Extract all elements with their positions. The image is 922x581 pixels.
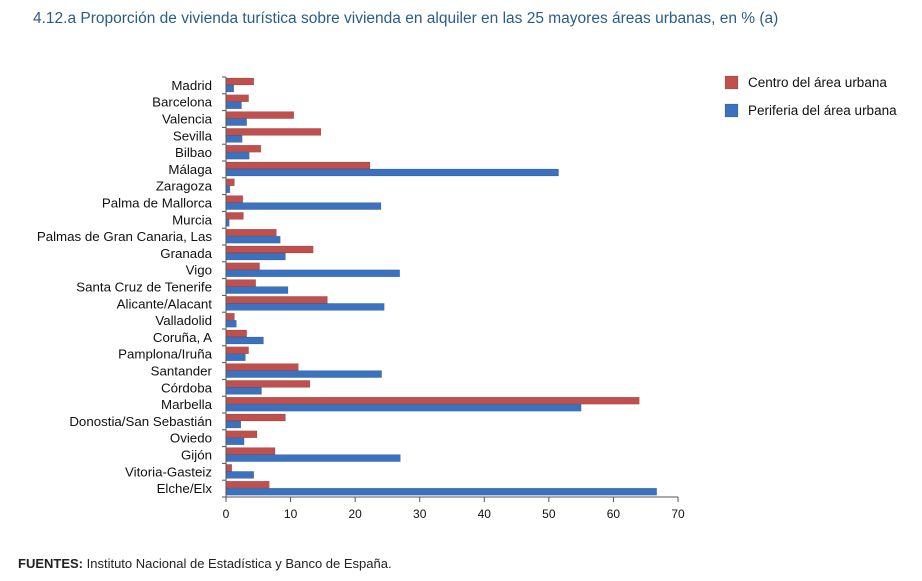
x-tick-label: 0 (223, 507, 230, 521)
source-label: FUENTES: (18, 556, 83, 571)
category-label: Alicante/Alacant (117, 296, 213, 311)
category-label: Donostia/San Sebastián (69, 414, 212, 429)
legend-swatch (724, 103, 739, 118)
bar-periferia (225, 185, 231, 194)
bar-centro (225, 312, 235, 321)
bar-centro (225, 245, 314, 254)
source-text: Instituto Nacional de Estadística y Banc… (86, 556, 392, 571)
bar-periferia (225, 420, 242, 429)
bar-centro (225, 195, 244, 203)
bar-periferia (225, 118, 247, 126)
bar-centro (225, 161, 371, 170)
bar-periferia (225, 202, 382, 210)
bar-centro (225, 430, 258, 439)
bar-centro (225, 380, 311, 388)
bar-periferia (225, 319, 237, 328)
bar-periferia (225, 286, 289, 294)
category-label: Barcelona (152, 95, 212, 110)
x-tick-labels: 0 10 20 30 40 50 60 70 (223, 507, 685, 521)
category-label: Santander (151, 364, 213, 379)
category-label: Elche/Elx (157, 481, 213, 496)
x-tick-label: 60 (607, 507, 621, 521)
bar-centro (225, 111, 295, 119)
bar-centro (225, 346, 249, 355)
bar-periferia (225, 235, 281, 244)
category-label: Vitoria-Gasteiz (125, 464, 212, 479)
category-label: Santa Cruz de Tenerife (76, 280, 212, 295)
category-label: Valencia (162, 112, 213, 127)
bar-periferia (225, 84, 234, 93)
category-label: Pamplona/Iruña (118, 347, 212, 362)
axes (222, 76, 679, 502)
bar-periferia (225, 487, 657, 496)
x-tick-label: 10 (284, 507, 298, 521)
bar-centro (225, 363, 299, 371)
category-label: Sevilla (173, 128, 213, 143)
bar-centro (225, 178, 235, 187)
category-label: Murcia (172, 212, 213, 227)
source-note: FUENTES: Instituto Nacional de Estadísti… (18, 556, 392, 571)
bars-group (225, 77, 657, 496)
bar-periferia (225, 471, 255, 479)
bar-centro (225, 464, 233, 472)
x-tick-label: 30 (413, 507, 427, 521)
legend-label: Centro del área urbana (748, 75, 887, 90)
category-label: Palma de Mallorca (102, 196, 213, 211)
x-tick-label: 70 (671, 507, 685, 521)
category-label: Gijón (181, 448, 212, 463)
category-label: Bilbao (175, 145, 212, 160)
bar-centro (225, 77, 255, 86)
bar-periferia (225, 303, 385, 311)
bar-centro (225, 262, 260, 271)
category-label: Madrid (171, 78, 212, 93)
category-label: Palmas de Gran Canaria, Las (37, 229, 213, 244)
bar-centro (225, 296, 328, 304)
bar-periferia (225, 387, 262, 395)
bar-periferia (225, 370, 382, 378)
legend-label: Periferia del área urbana (748, 103, 897, 118)
x-tick-label: 50 (542, 507, 556, 521)
category-label: Málaga (168, 162, 212, 177)
legend: Centro del área urbana Periferia del área… (724, 75, 897, 118)
bar-centro (225, 480, 270, 489)
bar-centro (225, 279, 256, 287)
bar-centro (225, 413, 286, 422)
bar-centro (225, 128, 322, 136)
bar-centro (225, 94, 249, 103)
bar-periferia (225, 454, 401, 462)
bar-centro (225, 228, 277, 237)
bar-centro (225, 329, 247, 338)
bar-periferia (225, 403, 582, 412)
bar-periferia (225, 269, 400, 278)
category-label: Coruña, A (153, 330, 212, 345)
category-label: Vigo (186, 263, 212, 278)
category-label: Oviedo (170, 431, 212, 446)
category-label: Marbella (161, 397, 213, 412)
category-label: Valladolid (155, 313, 212, 328)
x-tick-label: 40 (478, 507, 492, 521)
legend-swatch (724, 75, 739, 90)
bar-periferia (225, 437, 245, 446)
chart-title: 4.12.a Proporción de vivienda turística … (33, 10, 779, 27)
bar-centro (225, 447, 276, 455)
bar-periferia (225, 252, 286, 261)
category-label: Zaragoza (156, 179, 213, 194)
bar-periferia (225, 151, 250, 160)
bar-centro (225, 144, 262, 153)
bar-periferia (225, 336, 264, 345)
x-tick-label: 20 (348, 507, 362, 521)
bar-periferia (225, 353, 246, 362)
bar-centro (225, 396, 640, 405)
category-label: Granada (160, 246, 212, 261)
bar-periferia (225, 168, 559, 177)
bar-periferia (225, 101, 242, 110)
category-label: Córdoba (161, 380, 213, 395)
bar-periferia (225, 135, 243, 143)
bar-centro (225, 212, 244, 220)
